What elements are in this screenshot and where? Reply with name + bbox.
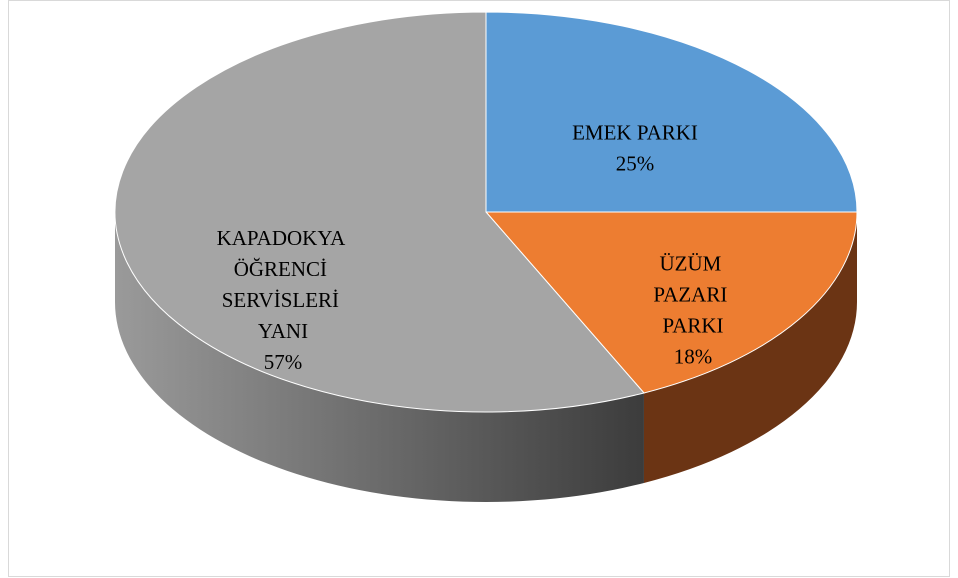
slice-label: KAPADOKYA ÖĞRENCİ SERVİSLERİ YANI [217, 226, 350, 343]
label-line: ÜZÜM [659, 251, 726, 275]
slice-side [115, 212, 644, 503]
label-line: EMEK PARKI [572, 120, 698, 144]
slice-value-label: 18% [674, 344, 713, 368]
label-line: KAPADOKYA [217, 226, 350, 250]
label-line: YANI [258, 319, 308, 343]
slice-value-label: 57% [264, 350, 303, 374]
slice-side [643, 212, 857, 483]
slice [114, 11, 645, 413]
label-line: PAZARI [653, 282, 732, 306]
slice-label: ÜZÜM PAZARI PARKI [653, 251, 732, 337]
label-line: ÖĞRENCİ [234, 257, 333, 281]
slice [484, 211, 858, 394]
slice-value-label: 25% [616, 151, 655, 175]
slice-label: EMEK PARKI [572, 120, 698, 144]
label-line: PARKI [662, 313, 723, 337]
slice [485, 11, 858, 213]
label-line: SERVİSLERİ [222, 288, 345, 312]
